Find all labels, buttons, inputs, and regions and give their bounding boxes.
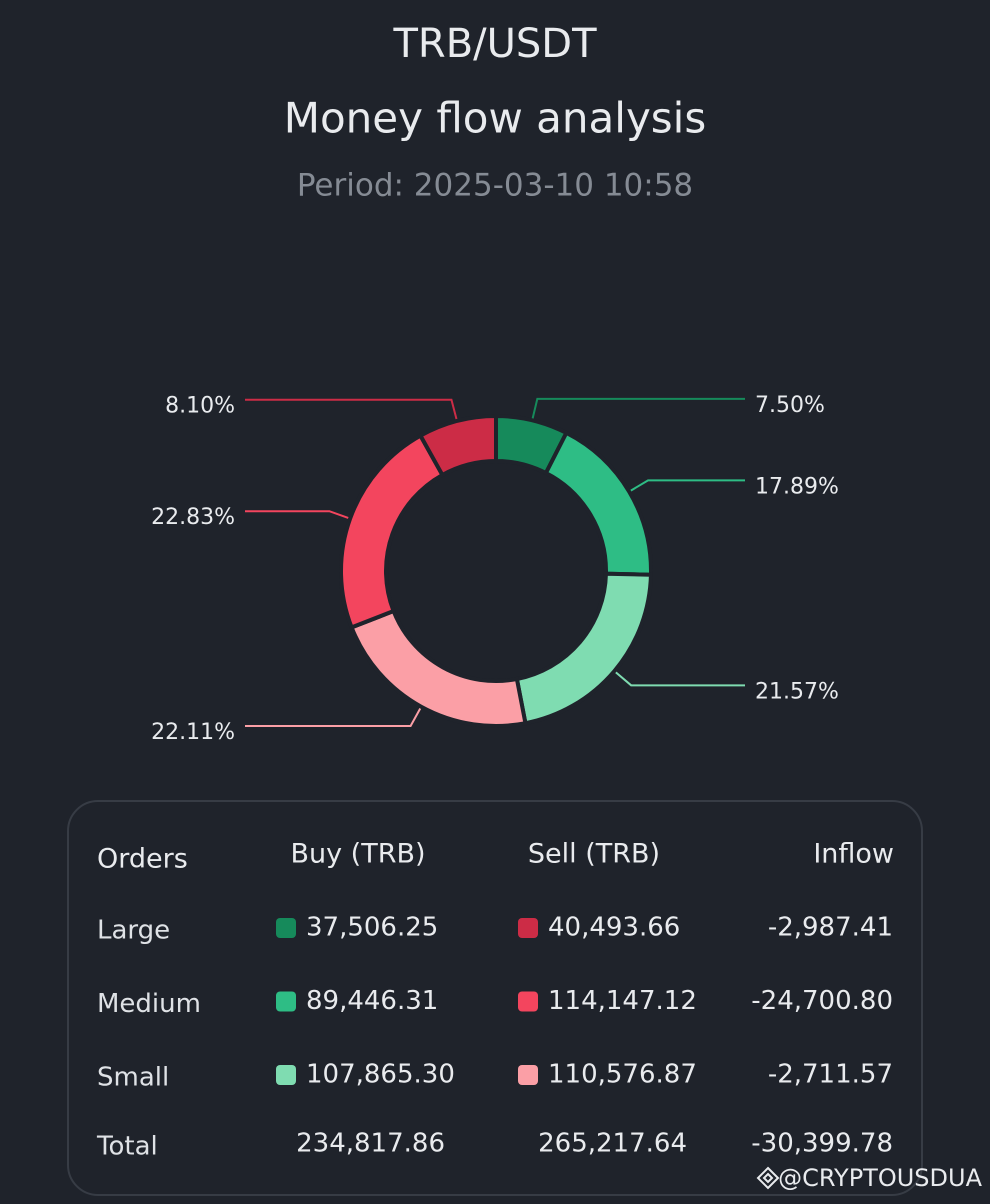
segment-label: 21.57% [755, 679, 839, 704]
leader-line [531, 397, 745, 419]
donut-chart: 7.50% 17.89% 21.57% 22.11% 22.83% 8.10% [151, 393, 839, 745]
sell-swatch [518, 1065, 538, 1085]
sell-swatch [518, 918, 538, 938]
watermark-icon [756, 1166, 780, 1190]
inflow-value: -2,711.57 [768, 1060, 893, 1090]
period: Period: 2025-03-10 10:58 [297, 168, 693, 204]
inflow-value: -30,399.78 [751, 1129, 893, 1159]
sell-value: 40,493.66 [548, 913, 680, 943]
title: TRB/USDT [392, 21, 597, 67]
table: Orders Buy (TRB) Sell (TRB) Inflow Large 37,5… [96, 839, 894, 1162]
buy-value: 234,817.86 [296, 1129, 445, 1159]
segment-label: 17.89% [755, 474, 839, 499]
segment-label: 22.83% [151, 505, 235, 530]
column-header: Inflow [813, 839, 894, 870]
column-header: Orders [97, 844, 188, 875]
buy-swatch [276, 1065, 296, 1085]
table-card [67, 800, 923, 1196]
order-label: Large [97, 916, 170, 946]
subtitle: Money flow analysis [284, 94, 707, 143]
sell-value: 110,576.87 [548, 1060, 697, 1090]
sell-swatch [518, 991, 538, 1012]
leader-line [630, 479, 745, 492]
buy-value: 89,446.31 [306, 986, 438, 1016]
watermark: @CRYPTOUSDUA [778, 1164, 982, 1192]
segment-label: 22.11% [151, 720, 235, 745]
leader-line [245, 708, 422, 728]
segment-label: 7.50% [755, 393, 825, 418]
buy-swatch [276, 918, 296, 938]
column-header: Buy (TRB) [290, 839, 425, 870]
order-label: Small [97, 1063, 169, 1093]
leader-line [245, 510, 349, 519]
buy-value: 37,506.25 [306, 913, 438, 943]
sell-value: 114,147.12 [548, 986, 697, 1016]
buy-swatch [276, 991, 296, 1012]
inflow-value: -24,700.80 [751, 986, 893, 1016]
leader-line [245, 398, 458, 420]
donut-segment [417, 413, 498, 478]
column-header: Sell (TRB) [528, 839, 660, 870]
order-label: Medium [97, 989, 201, 1019]
buy-value: 107,865.30 [306, 1060, 455, 1090]
sell-value: 265,217.64 [538, 1129, 687, 1159]
leader-line [615, 671, 745, 687]
order-label: Total [96, 1132, 158, 1162]
inflow-value: -2,987.41 [768, 913, 893, 943]
segment-label: 8.10% [165, 394, 235, 419]
